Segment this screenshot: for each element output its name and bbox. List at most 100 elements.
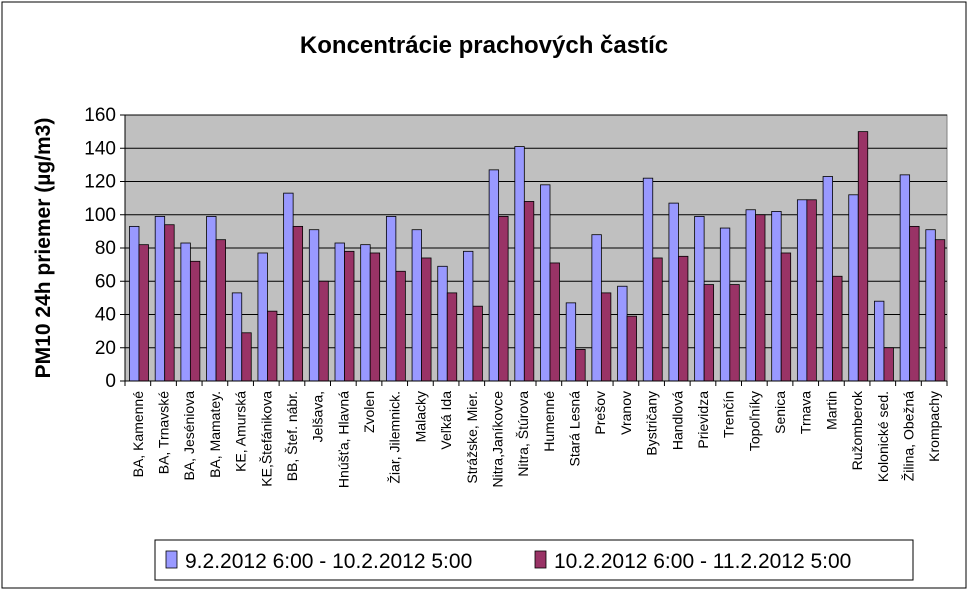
category-label: BA, Jeséniova xyxy=(181,391,197,481)
category-label: Hnúšťa, Hlavná xyxy=(335,391,351,488)
series1-bar xyxy=(848,194,859,382)
series1-bar xyxy=(463,250,474,382)
category-label: Krompachy xyxy=(926,391,942,462)
legend-label-series1: 9.2.2012 6:00 - 10.2.2012 5:00 xyxy=(185,550,472,573)
series2-bar xyxy=(575,349,586,382)
series1-bar xyxy=(796,199,808,382)
series1-bar xyxy=(745,209,756,382)
category-label: KE, Amurská xyxy=(233,391,249,472)
series1-bar xyxy=(180,242,191,382)
category-label: BA, Mamatey. xyxy=(207,391,223,478)
category-label: Topoľníky xyxy=(746,391,762,451)
series1-bar xyxy=(874,300,885,382)
y-tick-label: 140 xyxy=(84,138,116,159)
series2-bar xyxy=(421,257,432,382)
series1-bar xyxy=(257,252,268,382)
series1-bar xyxy=(668,202,679,382)
legend-label-series2: 10.2.2012 6:00 - 11.2.2012 5:00 xyxy=(554,550,851,573)
series1-bar xyxy=(925,229,936,382)
series1-bar xyxy=(129,225,140,382)
series2-bar xyxy=(626,315,637,382)
series2-bar xyxy=(241,332,252,382)
category-label: Nitra, Štúrova xyxy=(515,391,531,477)
series2-bar xyxy=(267,310,278,382)
category-label: Handlová xyxy=(669,391,685,450)
legend: 9.2.2012 6:00 - 10.2.2012 5:00 10.2.2012 … xyxy=(154,539,914,581)
y-tick-label: 120 xyxy=(84,172,116,193)
series2-bar xyxy=(318,280,329,382)
series1-bar xyxy=(360,244,371,382)
series1-bar xyxy=(771,211,782,382)
category-label: Trnava xyxy=(798,391,814,434)
series2-bar xyxy=(472,305,483,382)
series2-bar xyxy=(600,292,612,382)
series1-bar xyxy=(591,234,602,382)
series2-bar xyxy=(292,225,304,382)
series1-bar xyxy=(437,265,448,382)
y-tick-label: 40 xyxy=(95,305,116,326)
category-label: Bystričany xyxy=(644,391,660,456)
series1-bar xyxy=(231,292,243,382)
y-tick-label: 20 xyxy=(95,338,116,359)
category-label: Stará Lesná xyxy=(567,391,583,467)
series2-bar xyxy=(780,252,792,382)
series2-bar xyxy=(755,214,766,382)
y-tick-label: 0 xyxy=(105,371,116,392)
series2-bar xyxy=(703,284,715,382)
series1-bar xyxy=(642,177,654,382)
y-tick-label: 100 xyxy=(84,205,116,226)
series1-bar xyxy=(308,229,320,382)
series2-bar xyxy=(523,201,535,382)
y-tick-label: 160 xyxy=(84,105,116,126)
series2-bar xyxy=(883,347,894,382)
chart-title: Koncentrácie prachových častíc xyxy=(300,32,668,59)
category-label: Žiar, Jilemnick. xyxy=(387,391,403,484)
series1-bar xyxy=(488,169,500,382)
series2-bar xyxy=(446,292,458,382)
series2-bar xyxy=(189,260,201,382)
series2-bar xyxy=(369,252,381,382)
series1-bar xyxy=(154,216,166,382)
category-label: BA, Trnavské xyxy=(156,391,172,474)
series2-bar xyxy=(678,255,689,382)
series2-bar xyxy=(806,199,817,382)
series1-bar xyxy=(514,146,525,382)
series2-bar xyxy=(215,239,226,382)
category-label: Veľká Ida xyxy=(438,391,454,450)
category-label: Trenčín xyxy=(721,391,737,438)
category-label: Prievidza xyxy=(695,391,711,449)
legend-swatch-series1 xyxy=(165,550,178,569)
legend-swatch-series2 xyxy=(534,550,547,569)
series1-bar xyxy=(617,285,628,382)
category-label: Strážske, Mier. xyxy=(464,391,480,484)
category-label: Vranov xyxy=(618,391,634,435)
category-label: BB, Štef. nábr. xyxy=(284,391,300,481)
series1-bar xyxy=(694,216,705,382)
category-label: Žilina, Obežná xyxy=(900,391,916,481)
category-label: Ružomberok xyxy=(849,390,865,470)
series2-bar xyxy=(395,270,406,382)
category-label: Zvolen xyxy=(361,391,377,433)
series1-bar xyxy=(411,229,422,382)
category-label: Jelšava, xyxy=(310,391,326,442)
series1-bar xyxy=(283,192,294,382)
y-axis-title: PM10 24h priemer (µg/m3) xyxy=(32,118,55,379)
series1-bar xyxy=(540,184,551,382)
series1-bar xyxy=(822,176,833,382)
series2-bar xyxy=(909,225,920,382)
series1-bar xyxy=(899,174,911,382)
series2-bar xyxy=(344,250,355,382)
category-label: Martin xyxy=(823,391,839,430)
category-label: Malacky xyxy=(412,391,428,442)
series2-bar xyxy=(498,216,509,382)
series2-bar xyxy=(857,131,869,382)
category-label: BA, Kamenné xyxy=(130,391,146,478)
series2-bar xyxy=(138,244,149,382)
series1-bar xyxy=(206,216,217,382)
category-label: Senica xyxy=(772,391,788,434)
series2-bar xyxy=(164,224,175,382)
series1-bar xyxy=(719,227,731,382)
y-tick-label: 60 xyxy=(95,271,116,292)
